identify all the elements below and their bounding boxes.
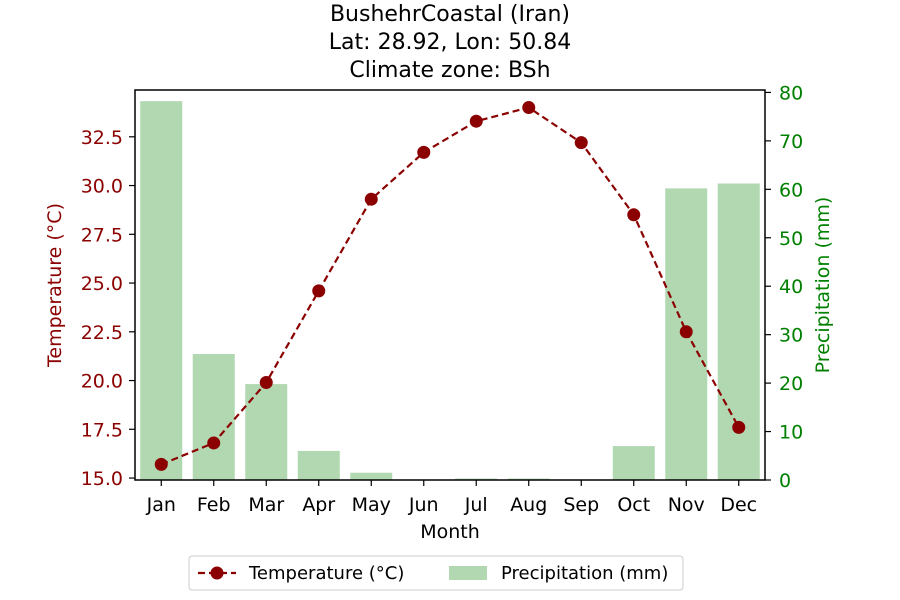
legend-precipitation-swatch	[449, 566, 487, 580]
legend: Temperature (°C) Precipitation (mm)	[188, 555, 684, 591]
precipitation-bars	[140, 101, 760, 480]
temperature-tick-label: 27.5	[81, 224, 123, 246]
precipitation-tick-label: 70	[779, 131, 803, 153]
temperature-axis: 15.0 17.5 20.0 22.5 25.0 27.5 30.0 32.5	[81, 127, 135, 490]
chart-title-block: BushehrCoastal (Iran) Lat: 28.92, Lon: 5…	[329, 2, 571, 83]
temperature-tick-label: 30.0	[81, 176, 123, 198]
temperature-point-nov	[679, 325, 693, 339]
x-tick-label-jul: Jul	[464, 494, 488, 516]
temperature-point-sep	[574, 136, 588, 150]
precipitation-tick-label: 50	[779, 228, 803, 250]
x-axis-label: Month	[420, 521, 480, 543]
legend-temperature-swatch-marker	[210, 566, 224, 580]
temperature-tick-label: 17.5	[81, 419, 123, 441]
temperature-line-path	[160, 106, 740, 466]
temperature-tick-label: 22.5	[81, 322, 123, 344]
precipitation-tick-label: 40	[779, 276, 803, 298]
x-tick-label-jun: Jun	[408, 494, 439, 516]
chart-title: BushehrCoastal (Iran)	[330, 2, 570, 27]
temperature-point-may	[364, 192, 378, 206]
x-tick-label-oct: Oct	[617, 494, 650, 516]
temperature-tick-label: 20.0	[81, 371, 123, 393]
chart-subtitle-climate-zone: Climate zone: BSh	[349, 58, 550, 83]
temperature-point-oct	[627, 208, 641, 222]
temperature-point-dec	[732, 420, 746, 434]
precipitation-tick-label: 10	[779, 422, 803, 444]
precipitation-tick-label: 80	[779, 82, 803, 104]
plot-frame	[134, 89, 766, 481]
legend-temperature-label: Temperature (°C)	[248, 563, 404, 584]
x-tick-label-jan: Jan	[146, 494, 176, 516]
temperature-point-jun	[417, 145, 431, 159]
x-tick-label-may: May	[352, 494, 391, 516]
precipitation-tick-label: 20	[779, 373, 803, 395]
precipitation-bar-oct	[612, 446, 655, 480]
x-tick-label-sep: Sep	[563, 494, 599, 516]
temperature-point-feb	[207, 436, 221, 450]
x-tick-label-mar: Mar	[248, 494, 284, 516]
temperature-point-mar	[259, 376, 273, 389]
x-tick-label-nov: Nov	[668, 494, 705, 516]
temperature-tick-label: 15.0	[81, 468, 123, 490]
precipitation-axis-label: Precipitation (mm)	[812, 197, 834, 374]
temperature-axis-label: Temperature (°C)	[44, 203, 66, 368]
precipitation-bar-apr	[297, 450, 340, 480]
x-tick-label-feb: Feb	[197, 494, 231, 516]
temperature-tick-label: 25.0	[81, 273, 123, 295]
x-tick-label-dec: Dec	[720, 494, 757, 516]
x-axis: Jan Feb Mar Apr May Jun Jul Aug Sep Oct Nov Dec	[146, 480, 757, 516]
precipitation-bar-feb	[192, 354, 235, 480]
precipitation-tick-label: 60	[779, 179, 803, 201]
precipitation-tick-label: 0	[779, 470, 791, 492]
temperature-line	[154, 101, 746, 471]
precipitation-bar-jan	[140, 101, 183, 480]
temperature-point-jan	[154, 457, 168, 471]
temperature-tick-label: 32.5	[81, 127, 123, 149]
x-tick-label-apr: Apr	[302, 494, 335, 516]
legend-box	[188, 555, 684, 591]
precipitation-axis: 0 10 20 30 40 50 60 70 80	[765, 82, 803, 492]
precipitation-tick-label: 30	[779, 325, 803, 347]
precipitation-bar-dec	[717, 183, 760, 480]
chart-subtitle-coordinates: Lat: 28.92, Lon: 50.84	[329, 30, 571, 55]
x-tick-label-aug: Aug	[510, 494, 547, 516]
temperature-point-jul	[469, 114, 483, 128]
precipitation-bar-may	[350, 472, 393, 480]
temperature-point-apr	[312, 284, 326, 298]
legend-precipitation-label: Precipitation (mm)	[501, 563, 668, 584]
temperature-point-aug	[522, 101, 536, 115]
